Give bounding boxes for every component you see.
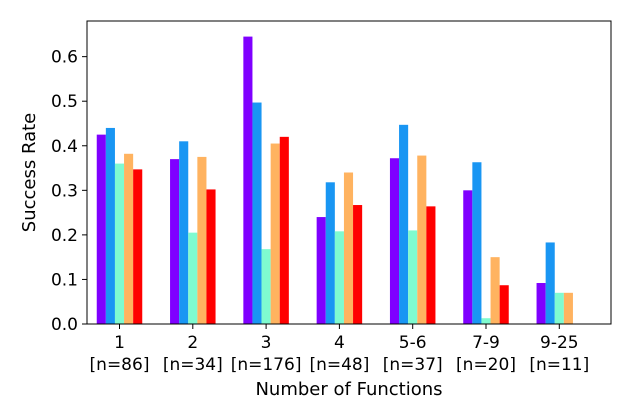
bar-1-series-1	[96, 134, 106, 324]
bar-6-series-3	[481, 318, 491, 324]
plot-frame	[86, 20, 612, 325]
x-axis-title: Number of Functions	[255, 379, 442, 400]
bar-4-series-2	[325, 182, 335, 324]
y-tick-label: 0.3	[51, 181, 78, 201]
bar-1-series-4	[124, 153, 134, 324]
y-tick-label: 0.4	[51, 137, 78, 157]
x-tick-label: 1	[114, 333, 125, 353]
y-tick-label: 0.2	[51, 226, 78, 246]
x-tick-label: 5-6	[399, 333, 427, 353]
bar-7-series-2	[545, 242, 555, 324]
bar-2-series-5	[206, 189, 216, 324]
y-tick-label: 0.5	[51, 92, 78, 112]
x-tick-sample-size: [n=34]	[163, 355, 223, 375]
bar-3-series-5	[279, 136, 289, 324]
x-tick-sample-size: [n=176]	[231, 355, 302, 375]
bar-2-series-3	[188, 232, 198, 324]
bar-5-series-2	[399, 124, 409, 324]
bar-6-series-5	[499, 285, 509, 324]
x-tick-label: 3	[261, 333, 272, 353]
bar-5-series-4	[417, 155, 427, 324]
bar-1-series-3	[114, 163, 125, 324]
x-tick-sample-size: [n=86]	[90, 355, 150, 375]
bar-6-series-1	[463, 190, 473, 324]
bar-6-series-2	[472, 162, 482, 324]
bar-1-series-5	[133, 169, 143, 324]
bar-3-series-2	[252, 102, 262, 324]
bar-1-series-2	[105, 127, 115, 324]
bar-3-series-3	[261, 249, 271, 324]
bar-6-series-4	[490, 257, 500, 324]
y-tick-label: 0.6	[51, 48, 78, 68]
bar-2-series-4	[197, 156, 207, 324]
bar-5-series-1	[389, 158, 400, 324]
x-tick-label: 2	[187, 333, 198, 353]
y-tick-label: 0.0	[51, 315, 78, 335]
bar-3-series-4	[270, 143, 280, 324]
y-axis: 0.0 0.1 0.2 0.3 0.4 0.5 0.6	[51, 48, 87, 335]
bar-4-series-5	[353, 205, 363, 324]
y-axis-title: Success Rate	[19, 113, 40, 232]
x-axis: 1[n=86] 2[n=34] 3[n=176] 4[n=48] 5-6[n=37] 7-…	[90, 324, 589, 375]
bar-5-series-3	[408, 230, 418, 324]
bar-2-series-2	[179, 141, 189, 324]
x-tick-sample-size: [n=37]	[383, 355, 443, 375]
x-tick-label: 7-9	[472, 333, 500, 353]
bar-3-series-1	[243, 36, 253, 324]
bar-7-series-4	[563, 292, 573, 324]
bar-4-series-4	[343, 172, 354, 324]
y-tick-label: 0.1	[51, 270, 78, 290]
x-tick-sample-size: [n=11]	[529, 355, 589, 375]
bar-5-series-5	[426, 206, 436, 324]
bar-4-series-3	[334, 231, 344, 324]
x-tick-label: 9-25	[540, 333, 579, 353]
bar-4-series-1	[316, 217, 326, 324]
bar-7-series-3	[554, 292, 564, 324]
x-tick-sample-size: [n=48]	[309, 355, 369, 375]
bar-2-series-1	[170, 159, 180, 324]
bar-7-series-1	[536, 283, 546, 324]
x-tick-sample-size: [n=20]	[456, 355, 516, 375]
bars-group	[96, 36, 573, 324]
x-tick-label: 4	[334, 333, 345, 353]
